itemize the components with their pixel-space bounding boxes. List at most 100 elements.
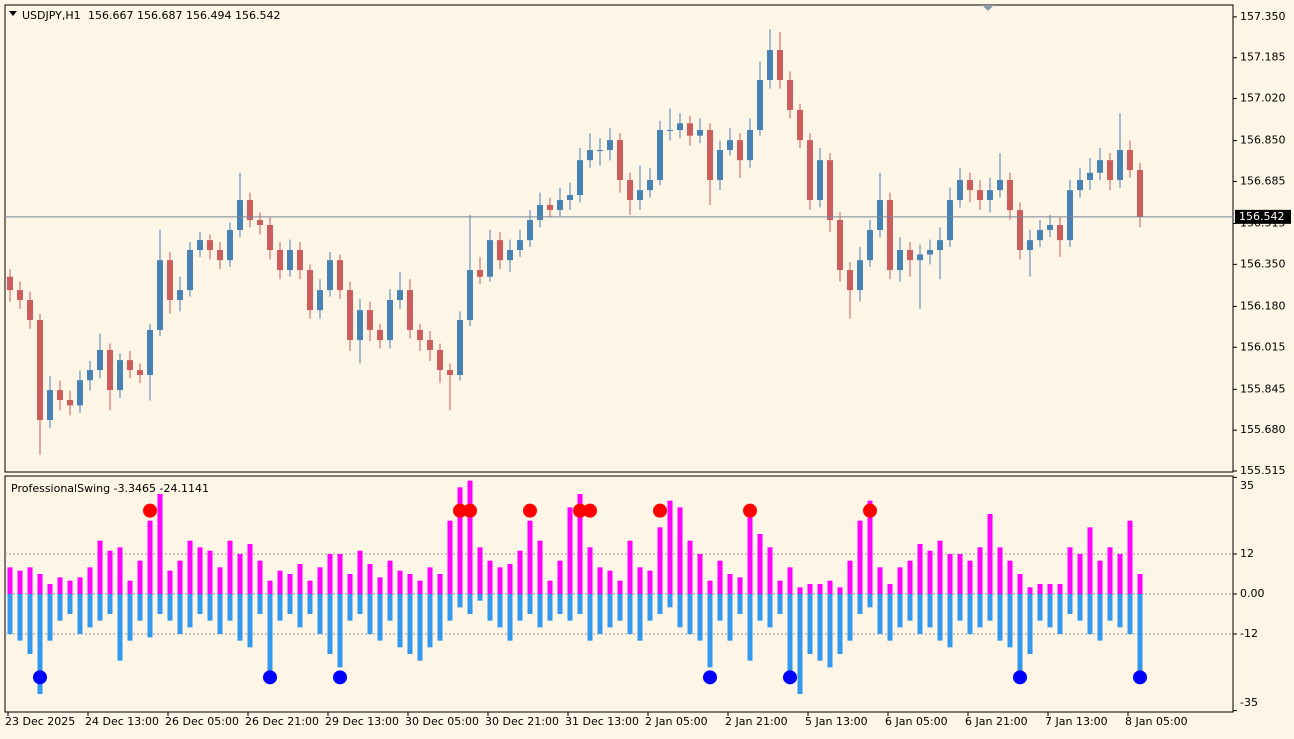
histogram-bar: [1027, 594, 1033, 654]
histogram-bar: [877, 594, 883, 634]
candle-body: [367, 310, 373, 330]
histogram-bar: [457, 594, 463, 608]
candle-body: [1097, 160, 1103, 173]
histogram-bar: [347, 574, 353, 594]
candle-body: [797, 109, 803, 141]
histogram-bar: [157, 594, 163, 614]
histogram-bar: [817, 584, 823, 594]
histogram-bar: [547, 580, 553, 594]
histogram-bar: [777, 580, 783, 594]
histogram-bar: [257, 560, 263, 594]
x-tick-label: 24 Dec 13:00: [85, 715, 159, 728]
candle-body: [287, 250, 293, 271]
candle-body: [137, 370, 143, 375]
x-tick-label: 30 Dec 21:00: [485, 715, 559, 728]
histogram-bar: [267, 580, 273, 594]
candle-body: [907, 250, 913, 261]
histogram-bar: [967, 560, 973, 594]
candle-body: [357, 310, 363, 341]
histogram-bar: [997, 547, 1003, 594]
histogram-bar: [507, 564, 513, 594]
candle-body: [17, 290, 23, 300]
y-tick-label: 155.845: [1240, 382, 1286, 395]
histogram-bar: [87, 567, 93, 594]
histogram-bar: [517, 550, 523, 594]
histogram-bar: [667, 500, 673, 594]
candle-body: [647, 179, 653, 191]
histogram-bar: [497, 594, 503, 628]
histogram-bar: [137, 594, 143, 621]
histogram-bar: [867, 594, 873, 608]
histogram-bar: [167, 594, 173, 621]
candle-body: [737, 140, 743, 161]
histogram-bar: [837, 594, 843, 654]
histogram-bar: [367, 594, 373, 634]
x-tick-label: 26 Dec 21:00: [245, 715, 319, 728]
histogram-bar: [967, 594, 973, 634]
candle-body: [957, 179, 963, 201]
histogram-bar: [157, 494, 163, 594]
symbol-menu[interactable]: [9, 11, 17, 16]
histogram-bar: [717, 594, 723, 621]
candle-body: [1127, 150, 1133, 171]
histogram-bar: [1077, 554, 1083, 594]
signal-dot: [263, 670, 277, 685]
candle-body: [257, 220, 263, 226]
candle-body: [337, 260, 343, 291]
signal-dot: [783, 670, 797, 685]
candle-body: [427, 340, 433, 350]
signal-dot: [863, 503, 877, 518]
histogram-bar: [437, 574, 443, 594]
histogram-bar: [457, 487, 463, 594]
candle-body: [147, 329, 153, 375]
candle-body: [657, 129, 663, 180]
histogram-bar: [1067, 547, 1073, 594]
x-tick-label: 6 Jan 05:00: [885, 715, 948, 728]
x-tick-label: 30 Dec 05:00: [405, 715, 479, 728]
candle-body: [197, 240, 203, 251]
histogram-bar: [77, 577, 83, 594]
histogram-bar: [987, 514, 993, 594]
histogram-bar: [67, 594, 73, 614]
histogram-bar: [687, 594, 693, 634]
histogram-bar: [407, 574, 413, 594]
histogram-bar: [1127, 520, 1133, 594]
histogram-bar: [97, 540, 103, 594]
histogram-bar: [617, 580, 623, 594]
histogram-bar: [517, 594, 523, 621]
histogram-bar: [257, 594, 263, 614]
y-tick-label: 157.020: [1240, 92, 1286, 105]
histogram-bar: [47, 594, 53, 641]
candle-body: [927, 250, 933, 255]
candle-body: [227, 229, 233, 261]
histogram-bar: [797, 594, 803, 694]
x-tick-label: 31 Dec 13:00: [565, 715, 639, 728]
candle-body: [667, 129, 673, 131]
histogram-bar: [717, 560, 723, 594]
candle-body: [247, 200, 253, 221]
histogram-bar: [797, 587, 803, 594]
histogram-bar: [217, 594, 223, 634]
histogram-bar: [947, 594, 953, 648]
y-tick-label: 156.850: [1240, 134, 1286, 147]
candle-body: [457, 320, 463, 375]
histogram-bar: [37, 574, 43, 594]
candle-body: [677, 123, 683, 130]
histogram-bar: [677, 594, 683, 628]
histogram-bar: [737, 577, 743, 594]
histogram-bar: [137, 560, 143, 594]
histogram-bar: [677, 507, 683, 594]
candle-body: [947, 200, 953, 241]
histogram-bar: [957, 594, 963, 621]
signal-dot: [333, 670, 347, 685]
signal-dot: [583, 503, 597, 518]
histogram-bar: [1137, 594, 1143, 674]
histogram-bar: [637, 594, 643, 641]
candle-body: [637, 190, 643, 201]
candle-body: [447, 370, 453, 375]
histogram-bar: [807, 584, 813, 594]
histogram-bar: [727, 574, 733, 594]
histogram-bar: [127, 594, 133, 641]
histogram-bar: [597, 594, 603, 634]
